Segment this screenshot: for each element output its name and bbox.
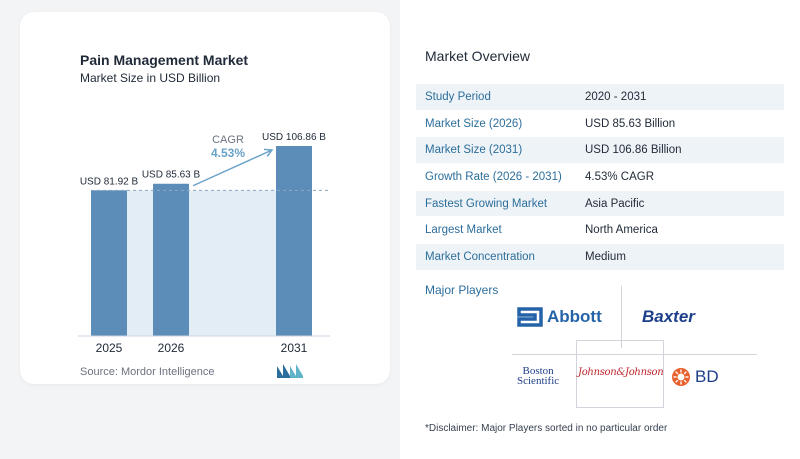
logo-divider [576, 340, 577, 408]
logo-divider [663, 340, 664, 408]
overview-row: Growth Rate (2026 - 2031) 4.53% CAGR [416, 164, 784, 191]
x-tick-2026: 2026 [158, 341, 185, 355]
baxter-logo: Baxter [642, 307, 695, 326]
overview-row: Fastest Growing Market Asia Pacific [416, 190, 784, 218]
overview-row: Largest Market North America [416, 217, 784, 245]
disclaimer-text: *Disclaimer: Major Players sorted in no … [425, 423, 668, 434]
source-text: Source: Mordor Intelligence [80, 366, 215, 378]
overview-label: Growth Rate (2026 - 2031) [425, 170, 562, 183]
bd-sun-icon [672, 368, 690, 386]
overview-row: Market Concentration Medium [416, 244, 784, 271]
overview-value: USD 106.86 Billion [585, 144, 682, 157]
overview-value: USD 85.63 Billion [585, 117, 676, 130]
bar-2025 [91, 190, 127, 336]
abbott-logo-text: Abbott [547, 307, 602, 326]
abbott-mark-icon [517, 307, 543, 327]
overview-label: Market Size (2031) [425, 144, 523, 157]
data-label-2031: USD 106.86 B [262, 132, 326, 143]
overview-label: Study Period [425, 90, 491, 103]
overview-label: Fastest Growing Market [425, 197, 548, 210]
boston-logo-line1: Boston [522, 365, 554, 377]
x-tick-2025: 2025 [96, 341, 123, 355]
major-players-title: Major Players [425, 283, 499, 297]
bd-logo-text: BD [695, 367, 719, 386]
chart-title: Pain Management Market [80, 52, 249, 68]
bd-logo: BD [671, 367, 719, 387]
overview-row: Market Size (2031) USD 106.86 Billion [416, 137, 784, 165]
logo-divider [576, 340, 664, 341]
overview-value: Medium [585, 250, 626, 263]
bar-2026 [153, 183, 189, 336]
shaded-baseline-region [91, 190, 312, 336]
overview-value: 4.53% CAGR [585, 170, 655, 183]
x-tick-2031: 2031 [281, 341, 308, 355]
overview-row: Study Period 2020 - 2031 [416, 84, 784, 111]
overview-title: Market Overview [425, 48, 531, 64]
overview-card [400, 0, 800, 459]
overview-value: North America [585, 224, 658, 237]
johnson-johnson-logo: Johnson&Johnson [578, 367, 664, 378]
cagr-value: 4.53% [211, 146, 245, 160]
overview-label: Market Concentration [425, 250, 535, 263]
overview-label: Market Size (2026) [425, 117, 523, 130]
cagr-label: CAGR [212, 134, 244, 146]
overview-value: Asia Pacific [585, 197, 645, 210]
overview-label: Largest Market [425, 224, 502, 237]
overview-row: Market Size (2026) USD 85.63 Billion [416, 111, 784, 138]
boston-logo-line2: Scientific [517, 375, 560, 387]
data-label-2026: USD 85.63 B [142, 170, 201, 181]
logo-divider [512, 354, 757, 355]
cagr-arrow-line [192, 149, 273, 187]
overview-table: Study Period 2020 - 2031 Market Size (20… [416, 84, 784, 271]
logo-divider [576, 407, 664, 408]
boston-scientific-logo: Boston Scientific [517, 365, 560, 387]
abbott-logo: Abbott [517, 305, 602, 329]
overview-value: 2020 - 2031 [585, 90, 647, 103]
chart-subtitle: Market Size in USD Billion [80, 71, 221, 85]
cagr-arrow-head [263, 148, 274, 157]
mordor-logo-icon [277, 364, 303, 378]
logo-divider [621, 286, 622, 348]
bar-2031 [276, 146, 312, 336]
data-label-2025: USD 81.92 B [80, 176, 139, 187]
